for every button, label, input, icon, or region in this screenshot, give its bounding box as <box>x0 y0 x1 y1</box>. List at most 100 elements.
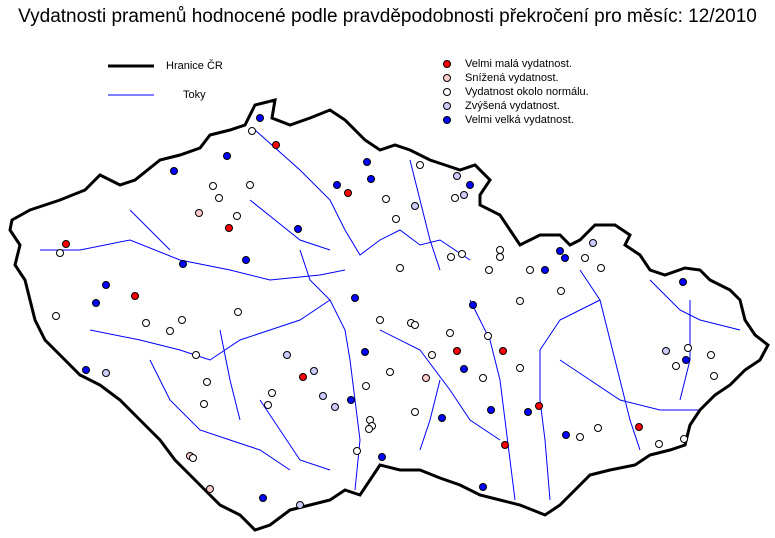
station-marker[interactable] <box>166 327 174 335</box>
station-marker[interactable] <box>344 189 352 197</box>
station-marker[interactable] <box>294 225 302 233</box>
station-marker[interactable] <box>242 256 250 264</box>
station-marker[interactable] <box>386 368 394 376</box>
station-marker[interactable] <box>256 114 264 122</box>
station-marker[interactable] <box>484 332 492 340</box>
station-marker[interactable] <box>102 281 110 289</box>
station-marker[interactable] <box>200 400 208 408</box>
station-marker[interactable] <box>535 402 543 410</box>
station-marker[interactable] <box>487 406 495 414</box>
station-marker[interactable] <box>131 292 139 300</box>
station-marker[interactable] <box>516 364 524 372</box>
station-marker[interactable] <box>268 389 276 397</box>
station-marker[interactable] <box>233 212 241 220</box>
station-marker[interactable] <box>225 224 233 232</box>
station-marker[interactable] <box>499 347 507 355</box>
station-marker[interactable] <box>453 172 461 180</box>
station-marker[interactable] <box>485 266 493 274</box>
station-marker[interactable] <box>524 408 532 416</box>
station-marker[interactable] <box>684 344 692 352</box>
station-marker[interactable] <box>562 431 570 439</box>
station-marker[interactable] <box>438 414 446 422</box>
station-marker[interactable] <box>195 209 203 217</box>
station-marker[interactable] <box>203 378 211 386</box>
station-marker[interactable] <box>142 319 150 327</box>
station-marker[interactable] <box>234 308 242 316</box>
station-marker[interactable] <box>557 287 565 295</box>
station-marker[interactable] <box>526 266 534 274</box>
station-marker[interactable] <box>589 239 597 247</box>
station-marker[interactable] <box>179 260 187 268</box>
station-marker[interactable] <box>56 249 64 257</box>
station-marker[interactable] <box>581 254 589 262</box>
station-marker[interactable] <box>396 264 404 272</box>
station-marker[interactable] <box>362 382 370 390</box>
station-marker[interactable] <box>178 316 186 324</box>
station-marker[interactable] <box>102 369 110 377</box>
station-marker[interactable] <box>189 454 197 462</box>
station-marker[interactable] <box>479 374 487 382</box>
station-marker[interactable] <box>469 301 477 309</box>
station-marker[interactable] <box>680 435 688 443</box>
station-marker[interactable] <box>679 278 687 286</box>
station-marker[interactable] <box>248 127 256 135</box>
station-marker[interactable] <box>576 433 584 441</box>
station-marker[interactable] <box>223 152 231 160</box>
station-marker[interactable] <box>376 316 384 324</box>
station-marker[interactable] <box>333 181 341 189</box>
station-marker[interactable] <box>272 141 280 149</box>
station-marker[interactable] <box>541 266 549 274</box>
station-marker[interactable] <box>378 453 386 461</box>
station-marker[interactable] <box>422 374 430 382</box>
station-marker[interactable] <box>447 253 455 261</box>
station-marker[interactable] <box>192 351 200 359</box>
station-marker[interactable] <box>92 299 100 307</box>
station-marker[interactable] <box>283 351 291 359</box>
station-marker[interactable] <box>479 483 487 491</box>
station-marker[interactable] <box>460 365 468 373</box>
station-marker[interactable] <box>460 191 468 199</box>
station-marker[interactable] <box>206 485 214 493</box>
station-marker[interactable] <box>299 373 307 381</box>
station-marker[interactable] <box>259 494 267 502</box>
station-marker[interactable] <box>516 297 524 305</box>
station-marker[interactable] <box>363 158 371 166</box>
station-marker[interactable] <box>296 501 304 509</box>
station-marker[interactable] <box>382 195 390 203</box>
station-marker[interactable] <box>351 294 359 302</box>
station-marker[interactable] <box>561 254 569 262</box>
station-marker[interactable] <box>170 167 178 175</box>
station-marker[interactable] <box>246 181 254 189</box>
station-marker[interactable] <box>367 175 375 183</box>
station-marker[interactable] <box>597 264 605 272</box>
station-marker[interactable] <box>458 250 466 258</box>
station-marker[interactable] <box>310 367 318 375</box>
station-marker[interactable] <box>392 215 400 223</box>
station-marker[interactable] <box>635 423 643 431</box>
station-marker[interactable] <box>82 366 90 374</box>
station-marker[interactable] <box>556 247 564 255</box>
station-marker[interactable] <box>319 392 327 400</box>
station-marker[interactable] <box>466 181 474 189</box>
station-marker[interactable] <box>411 408 419 416</box>
station-marker[interactable] <box>365 425 373 433</box>
station-marker[interactable] <box>428 351 436 359</box>
station-marker[interactable] <box>411 321 419 329</box>
station-marker[interactable] <box>361 348 369 356</box>
station-marker[interactable] <box>331 403 339 411</box>
station-marker[interactable] <box>501 441 509 449</box>
station-marker[interactable] <box>446 329 454 337</box>
station-marker[interactable] <box>672 362 680 370</box>
station-marker[interactable] <box>594 424 602 432</box>
station-marker[interactable] <box>682 356 690 364</box>
station-marker[interactable] <box>347 396 355 404</box>
station-marker[interactable] <box>215 194 223 202</box>
station-marker[interactable] <box>451 194 459 202</box>
station-marker[interactable] <box>353 447 361 455</box>
station-marker[interactable] <box>411 202 419 210</box>
station-marker[interactable] <box>655 440 663 448</box>
station-marker[interactable] <box>707 351 715 359</box>
station-marker[interactable] <box>453 347 461 355</box>
station-marker[interactable] <box>496 253 504 261</box>
station-marker[interactable] <box>264 401 272 409</box>
